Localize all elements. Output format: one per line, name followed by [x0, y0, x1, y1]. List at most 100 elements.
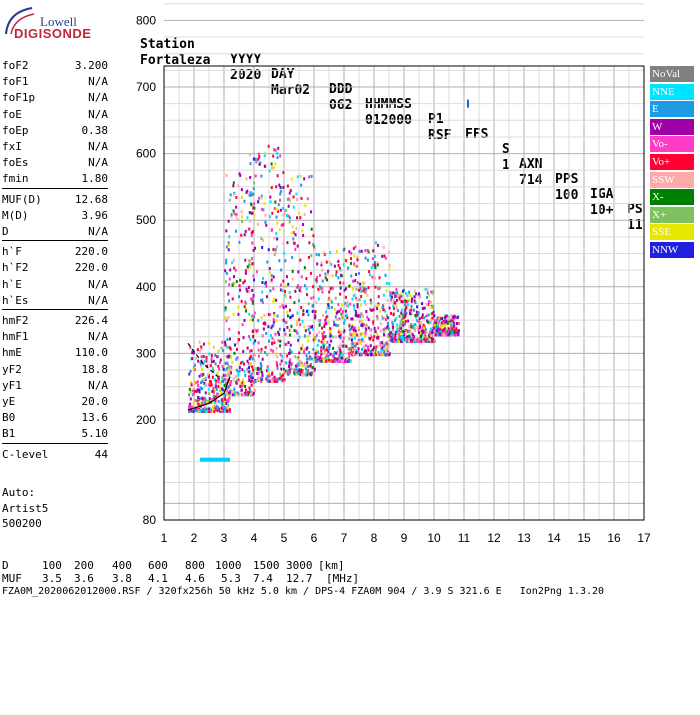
echo-point — [199, 386, 202, 390]
echo-point — [285, 320, 288, 324]
echo-point — [251, 241, 254, 245]
echo-point — [374, 330, 377, 334]
echo-point — [306, 372, 309, 376]
echo-point — [323, 324, 326, 328]
echo-point — [209, 379, 212, 383]
echo-point — [410, 299, 413, 303]
echo-point — [270, 378, 273, 382]
echo-point — [351, 297, 354, 301]
echo-point — [346, 359, 349, 363]
echo-point — [321, 279, 324, 283]
echo-point — [306, 364, 309, 368]
echo-point — [315, 333, 318, 337]
echo-point — [450, 333, 453, 337]
header-values-row: Fortaleza 2020 Mar02 062 012000 RSF 1 71… — [140, 38, 643, 233]
echo-point — [421, 339, 424, 343]
echo-point — [213, 395, 216, 399]
echo-point — [276, 221, 279, 225]
echo-point — [217, 375, 220, 379]
echo-point — [450, 327, 453, 331]
echo-point — [297, 362, 300, 366]
echo-point — [319, 352, 322, 356]
echo-point — [267, 379, 270, 383]
echo-point — [428, 336, 431, 340]
echo-point — [393, 339, 396, 343]
echo-point — [252, 336, 255, 340]
echo-point — [412, 339, 415, 343]
echo-point — [248, 227, 251, 231]
echo-point — [374, 241, 377, 245]
echo-point — [329, 358, 332, 362]
echo-point — [320, 346, 323, 350]
echo-point — [317, 350, 320, 354]
echo-point — [363, 287, 366, 291]
echo-point — [264, 322, 267, 326]
echo-point — [228, 198, 231, 202]
echo-point — [297, 338, 300, 342]
echo-point — [410, 312, 413, 316]
echo-point — [352, 350, 355, 354]
echo-point — [289, 328, 292, 332]
echo-point — [357, 349, 360, 353]
echo-point — [457, 314, 460, 318]
echo-point — [207, 407, 210, 411]
echo-point — [309, 373, 312, 377]
echo-point — [410, 340, 413, 344]
echo-point — [227, 403, 230, 407]
echo-point — [297, 363, 300, 367]
echo-point — [235, 229, 238, 233]
echo-point — [208, 400, 211, 404]
echo-point — [355, 287, 358, 291]
echo-point — [198, 397, 201, 401]
echo-point — [437, 328, 440, 332]
echo-point — [427, 333, 430, 337]
echo-point — [229, 388, 232, 392]
echo-point — [360, 323, 363, 327]
echo-point — [197, 395, 200, 399]
echo-point — [364, 290, 367, 294]
echo-point — [234, 268, 237, 272]
echo-point — [423, 339, 426, 343]
echo-point — [366, 347, 369, 351]
echo-point — [325, 278, 328, 282]
echo-point — [284, 343, 287, 347]
echo-point — [272, 275, 275, 279]
echo-point — [376, 261, 379, 265]
echo-point — [382, 328, 385, 332]
echo-point — [403, 335, 406, 339]
echo-point — [358, 352, 361, 356]
echo-point — [225, 280, 228, 284]
param-label: D — [2, 225, 9, 238]
echo-point — [409, 338, 412, 342]
echo-point — [271, 341, 274, 345]
param-value: 220.0 — [74, 245, 108, 259]
echo-point — [237, 373, 240, 377]
param-row: foEp 0.38 — [2, 124, 108, 138]
echo-point — [243, 305, 246, 309]
echo-point — [361, 347, 364, 351]
echo-point — [257, 319, 260, 323]
echo-traces — [188, 144, 460, 414]
echo-point — [337, 323, 340, 327]
echo-point — [354, 309, 357, 313]
echo-point — [444, 331, 447, 335]
echo-point — [308, 351, 311, 355]
echo-point — [316, 343, 319, 347]
echo-point — [377, 326, 380, 330]
echo-point — [415, 315, 418, 319]
echo-point — [429, 321, 432, 325]
echo-point — [329, 334, 332, 338]
echo-point — [423, 316, 426, 320]
echo-point — [244, 373, 247, 377]
echo-point — [415, 310, 418, 314]
echo-point — [286, 184, 289, 188]
echo-point — [238, 393, 241, 397]
echo-point — [218, 387, 221, 391]
echo-point — [297, 270, 300, 274]
echo-point — [221, 375, 224, 379]
echo-point — [220, 406, 223, 410]
echo-point — [231, 360, 234, 364]
echo-point — [391, 322, 394, 326]
echo-point — [277, 146, 280, 150]
echo-point — [243, 199, 246, 203]
